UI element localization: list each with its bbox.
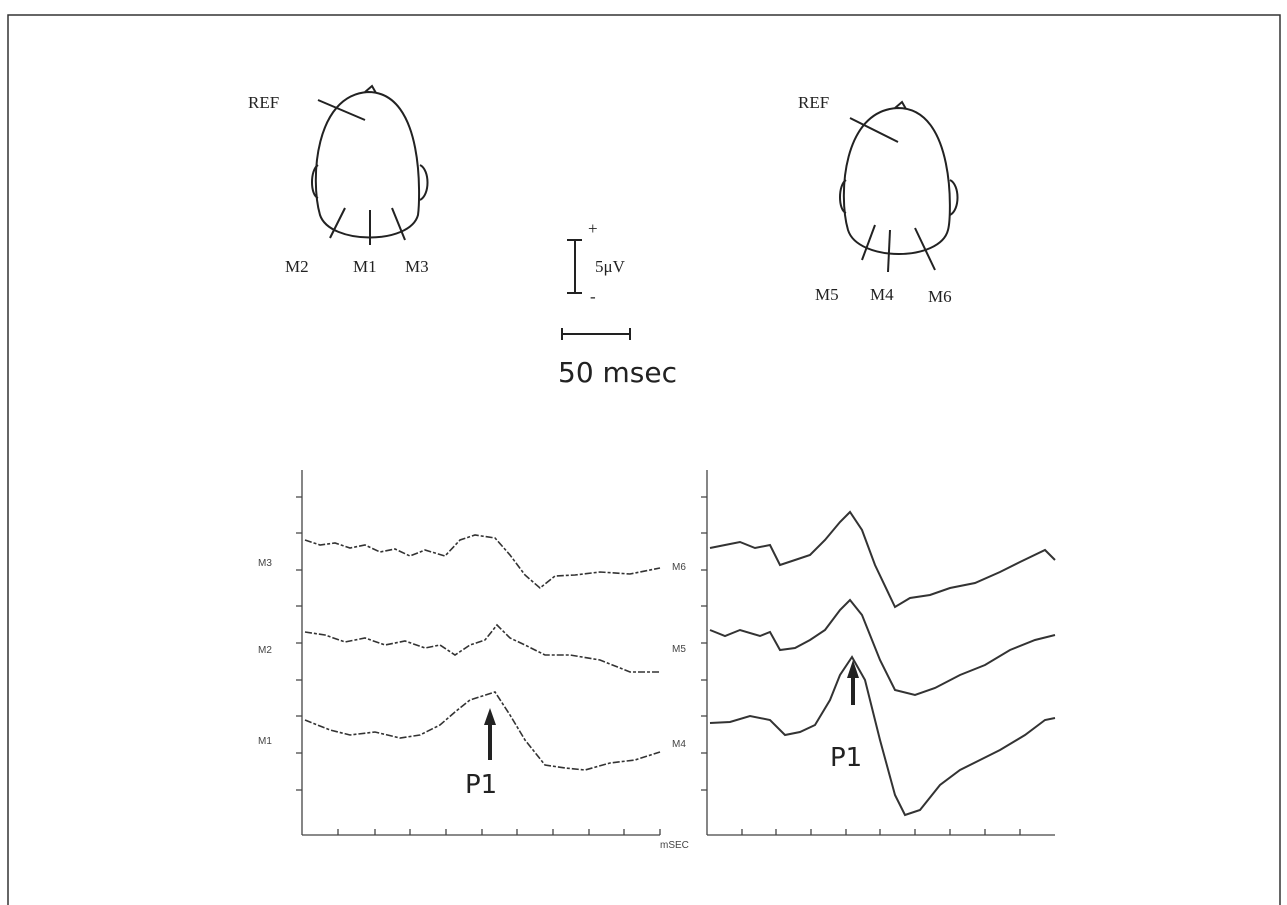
right-head <box>840 102 958 272</box>
right-traces <box>710 512 1055 815</box>
figure: REF M2 M1 M3 REF M5 M4 M6 + 5μV - 50 mse… <box>0 0 1287 905</box>
trace-label: M4 <box>672 739 686 750</box>
plus-sign: + <box>588 219 598 238</box>
left-head <box>312 86 428 245</box>
peak-arrow <box>484 708 496 760</box>
electrode-label: M2 <box>285 257 309 276</box>
trace-label: M3 <box>258 558 272 569</box>
trace-label: M1 <box>258 736 272 747</box>
electrode-label: M6 <box>928 287 952 306</box>
trace-label: M5 <box>672 644 686 655</box>
frame <box>8 15 1280 905</box>
trace-label: M2 <box>258 645 272 656</box>
ref-label: REF <box>248 93 279 112</box>
electrode-label: M3 <box>405 257 429 276</box>
time-label: 50 msec <box>558 356 677 389</box>
left-traces <box>305 535 660 770</box>
peak-label: P1 <box>465 770 497 800</box>
page: {"left_head": {"ref": "REF", "electrodes… <box>0 0 1287 905</box>
electrode-label: M1 <box>353 257 377 276</box>
x-unit-label: mSEC <box>660 840 689 851</box>
scale-bars <box>562 240 630 340</box>
electrode-label: M4 <box>870 285 894 304</box>
electrode-label: M5 <box>815 285 839 304</box>
peak-label: P1 <box>830 743 862 773</box>
amplitude-label: 5μV <box>595 257 626 276</box>
minus-sign: - <box>590 287 596 306</box>
ref-label: REF <box>798 93 829 112</box>
trace-label: M6 <box>672 562 686 573</box>
